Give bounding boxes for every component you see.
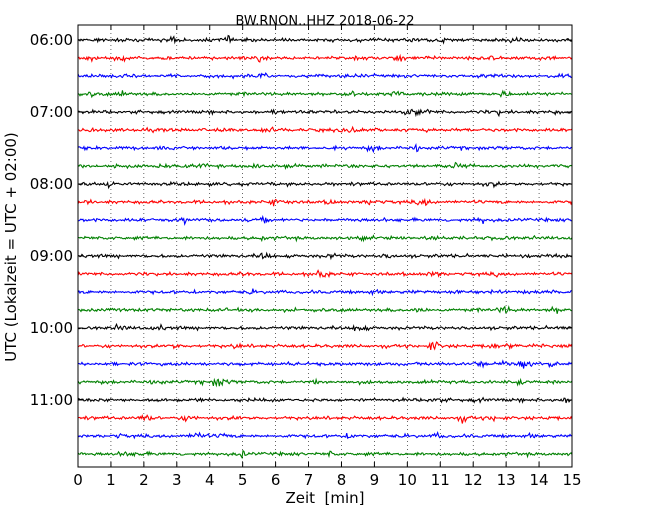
x-axis: 0 1 2 3 4 5 6 7 8 9 10 11 12 13 14 15 <box>73 25 582 489</box>
x-tick-label-10: 10 <box>398 471 417 489</box>
x-tick-label-15: 15 <box>562 471 581 489</box>
trace-1130 <box>77 430 573 440</box>
y-axis-label: UTC (Lokalzeit = UTC + 02:00) <box>2 132 20 362</box>
trace-0730 <box>77 142 573 154</box>
trace-1000 <box>77 322 573 332</box>
grid-lines <box>110 25 540 467</box>
trace-1115 <box>77 414 573 424</box>
trace-0615 <box>77 53 573 63</box>
x-tick-label-0: 0 <box>73 471 83 489</box>
chart-title: BW.RNON..HHZ 2018-06-22 <box>235 14 414 29</box>
x-tick-label-2: 2 <box>139 471 149 489</box>
trace-0815 <box>77 197 573 207</box>
trace-0715 <box>77 125 573 134</box>
x-tick-label-6: 6 <box>271 471 281 489</box>
trace-0645 <box>77 89 573 99</box>
y-tick-label-4: 10:00 <box>30 319 73 337</box>
trace-0630 <box>77 72 573 80</box>
trace-0930 <box>77 288 573 297</box>
x-tick-label-1: 1 <box>106 471 116 489</box>
x-tick-label-7: 7 <box>304 471 314 489</box>
y-tick-label-0: 06:00 <box>30 31 73 49</box>
x-tick-label-11: 11 <box>431 471 450 489</box>
trace-0800 <box>77 180 573 190</box>
trace-0915 <box>77 269 573 279</box>
y-axis: 06:00 07:00 08:00 09:00 10:00 11:00 <box>30 31 572 409</box>
x-tick-label-9: 9 <box>370 471 380 489</box>
x-tick-label-3: 3 <box>172 471 182 489</box>
trace-0700 <box>77 108 573 118</box>
plot-frame <box>77 24 573 468</box>
trace-1045 <box>77 377 573 388</box>
trace-0945 <box>77 305 573 314</box>
x-tick-label-5: 5 <box>238 471 248 489</box>
y-tick-label-3: 09:00 <box>30 247 73 265</box>
trace-1145 <box>77 449 573 460</box>
trace-0745 <box>77 161 573 170</box>
trace-0845 <box>77 234 573 243</box>
x-tick-label-14: 14 <box>530 471 549 489</box>
x-tick-label-8: 8 <box>337 471 347 489</box>
y-tick-label-5: 11:00 <box>30 391 73 409</box>
y-tick-label-1: 07:00 <box>30 103 73 121</box>
trace-0830 <box>77 214 573 227</box>
trace-0900 <box>78 251 573 261</box>
x-axis-label: Zeit [min] <box>285 489 364 507</box>
trace-1015 <box>77 341 573 351</box>
x-tick-label-13: 13 <box>497 471 516 489</box>
trace-0600 <box>77 34 573 45</box>
seismic-traces <box>77 34 573 460</box>
trace-1030 <box>77 359 573 369</box>
y-tick-label-2: 08:00 <box>30 175 73 193</box>
x-tick-label-4: 4 <box>205 471 215 489</box>
trace-1100 <box>77 396 573 404</box>
x-tick-label-12: 12 <box>464 471 483 489</box>
